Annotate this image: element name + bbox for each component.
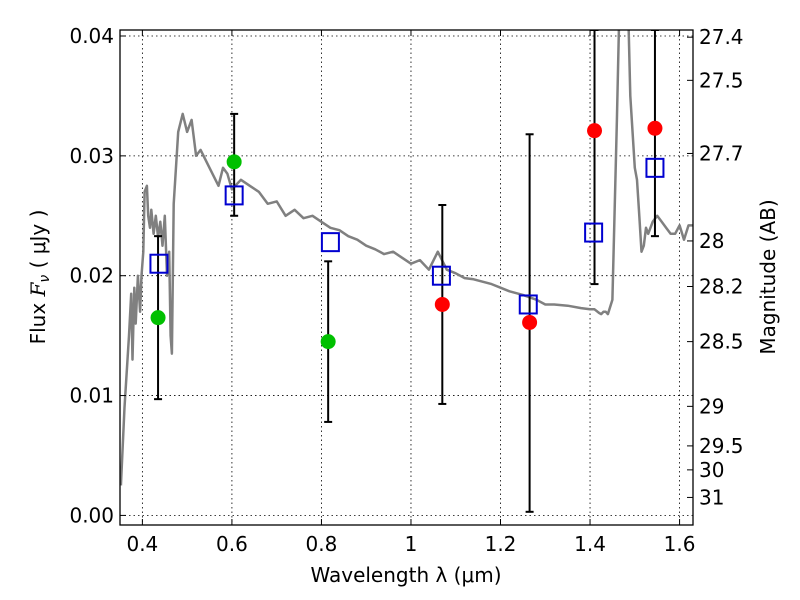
plot-area xyxy=(120,30,693,513)
model-photometry-square xyxy=(149,253,169,274)
magnitude-tick-label: 29 xyxy=(699,394,724,418)
x-tick-label: 1.4 xyxy=(574,532,606,556)
magnitude-tick-label: 28.5 xyxy=(699,330,744,354)
model-photometry-square xyxy=(584,222,604,243)
y-tick-label: 0.04 xyxy=(69,24,114,48)
grid xyxy=(120,30,693,525)
magnitude-tick-label: 28.2 xyxy=(699,274,744,298)
tick-labels: 0.4 0.6 0.8 1 1.2 1.4 1.6 0.00 0.01 0.02 0.03 0.04 2… xyxy=(69,24,743,556)
y2-axis-label: Magnitude (AB) xyxy=(756,199,780,354)
red-data-point xyxy=(647,120,663,136)
axis-ticks xyxy=(120,30,693,525)
red-data-point xyxy=(587,123,603,139)
x-tick-label: 1.6 xyxy=(664,532,696,556)
model-photometry-square xyxy=(224,185,244,206)
red-data-point xyxy=(434,296,450,312)
red-data-point xyxy=(522,314,538,330)
x-tick-label: 1.2 xyxy=(485,532,517,556)
x-tick-label: 1 xyxy=(405,532,418,556)
model-photometry-square xyxy=(320,232,340,253)
magnitude-tick-label: 29.5 xyxy=(699,434,744,458)
magnitude-tick-label: 30 xyxy=(699,458,724,482)
magnitude-tick-label: 27.4 xyxy=(699,25,744,49)
y-tick-label: 0.00 xyxy=(69,503,114,527)
y-axis-label: Flux Fν ( μJy ) xyxy=(26,210,53,345)
green-data-point xyxy=(226,154,242,170)
y-tick-label: 0.03 xyxy=(69,144,114,168)
magnitude-tick-label: 27.7 xyxy=(699,141,744,165)
magnitude-tick-label: 28 xyxy=(699,229,724,253)
green-data-point xyxy=(320,334,336,350)
magnitude-tick-label: 27.5 xyxy=(699,68,744,92)
green-data-point xyxy=(150,310,166,326)
x-tick-label: 0.6 xyxy=(216,532,248,556)
model-photometry-square xyxy=(518,294,538,315)
x-tick-label: 0.8 xyxy=(306,532,338,556)
x-axis-label: Wavelength λ (μm) xyxy=(310,563,501,587)
model-sed-line xyxy=(120,30,693,486)
magnitude-tick-label: 31 xyxy=(699,485,724,509)
model-photometry-square xyxy=(645,157,665,178)
y-tick-label: 0.02 xyxy=(69,264,114,288)
model-photometry-square xyxy=(431,265,451,286)
plot-frame xyxy=(119,29,694,526)
y-tick-label: 0.01 xyxy=(69,384,114,408)
plot-background xyxy=(120,30,693,525)
x-tick-label: 0.4 xyxy=(126,532,158,556)
